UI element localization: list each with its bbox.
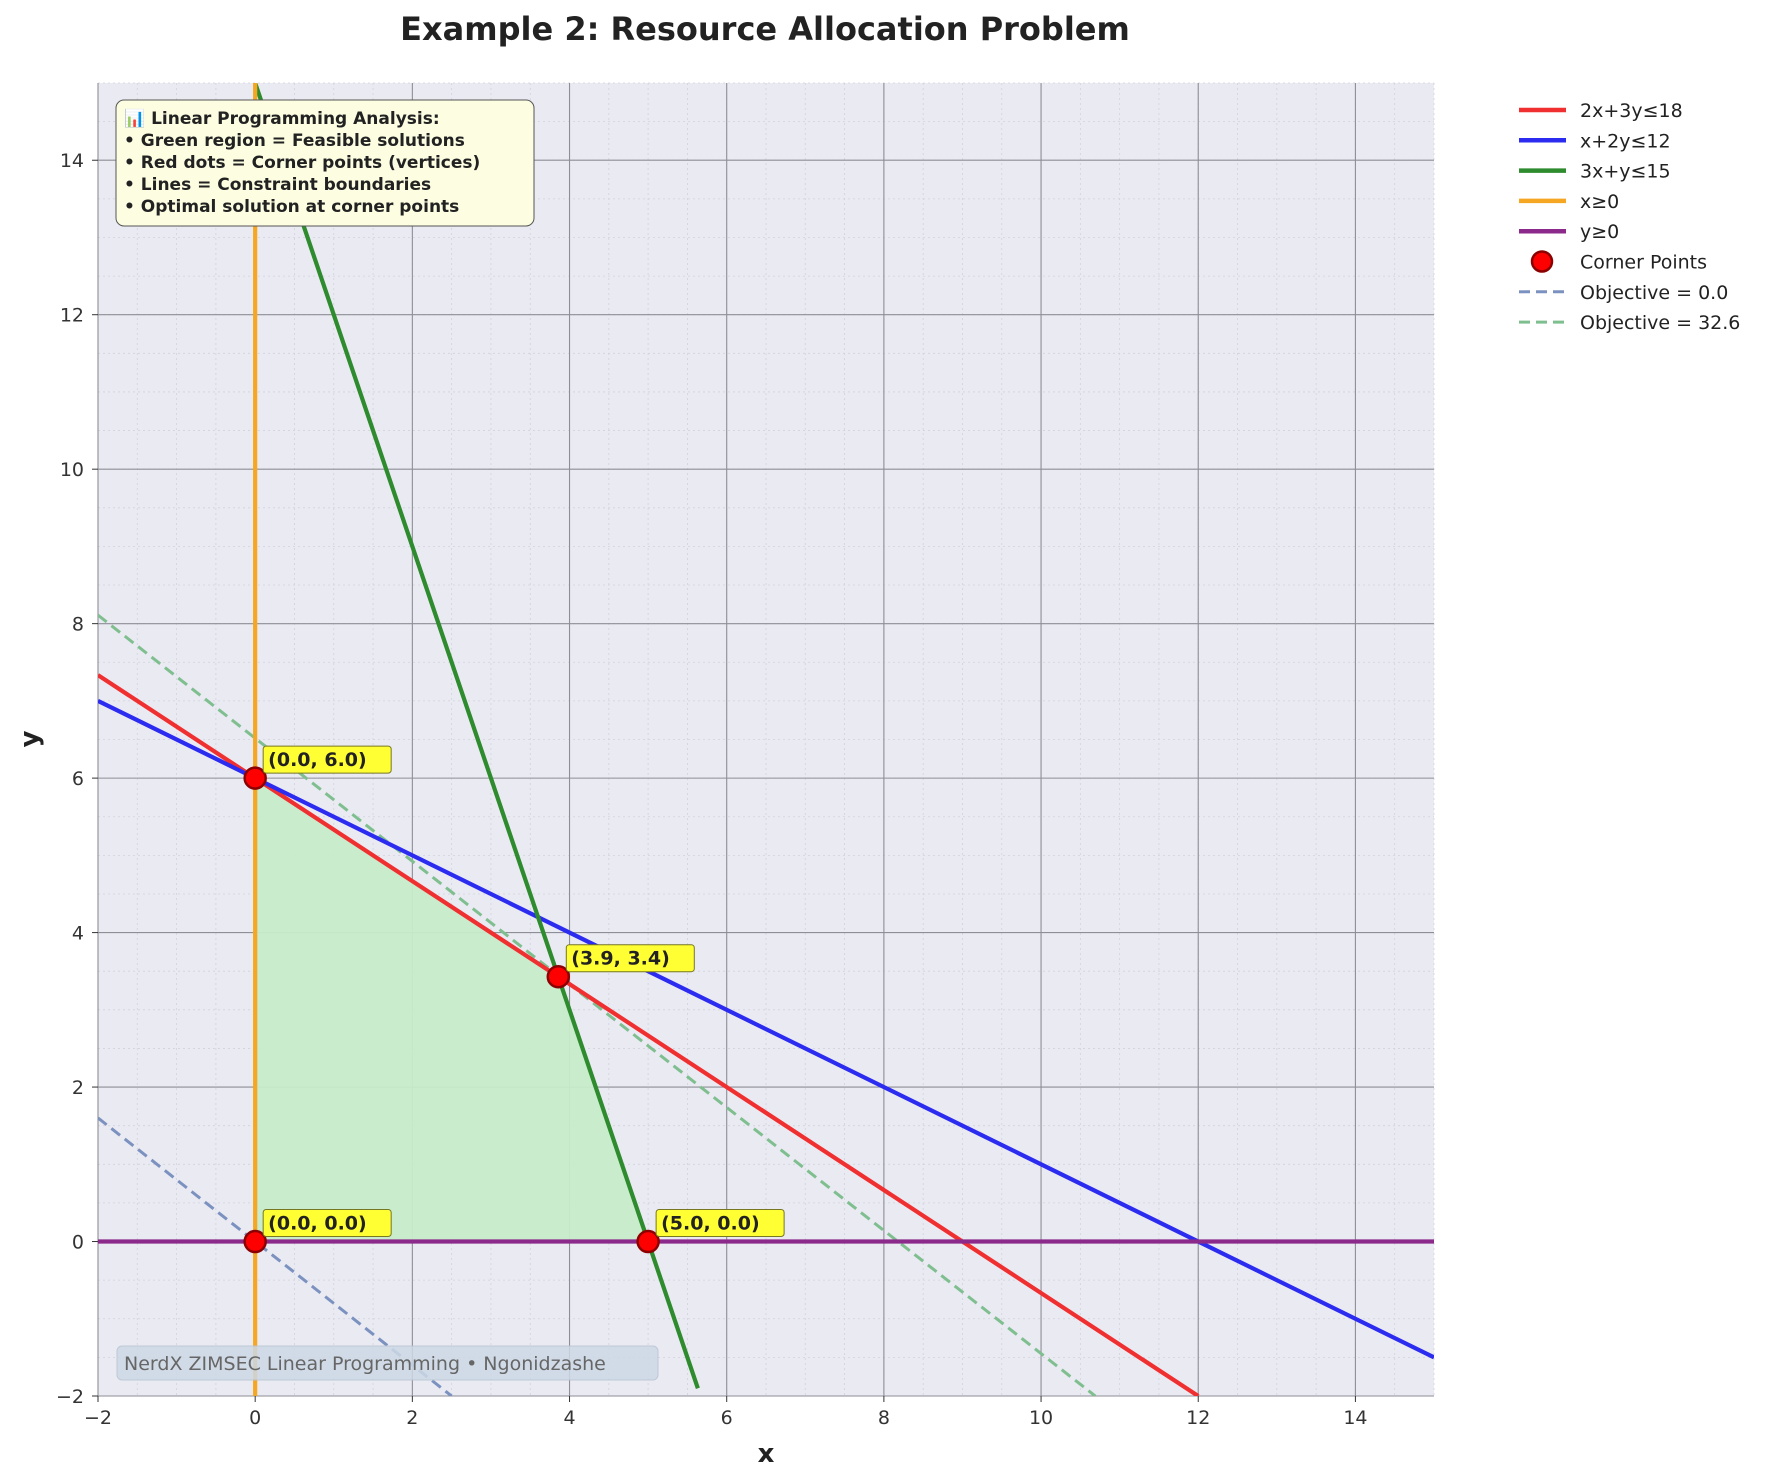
x-tick-label: 6: [721, 1407, 733, 1429]
watermark-box: [116, 1345, 659, 1381]
corner-label: (0.0, 0.0): [268, 1213, 367, 1235]
series-line-objective-32-6: [98, 613, 1097, 1396]
y-axis-label: y: [15, 730, 45, 747]
y-tick-label: 4: [72, 923, 84, 945]
info-line-3: • Red dots = Corner points (vertices): [124, 153, 480, 173]
chart-title: Example 2: Resource Allocation Problem: [400, 10, 1130, 48]
feasible-region-layer: [255, 778, 649, 1242]
corner-label: (5.0, 0.0): [661, 1213, 760, 1235]
legend-label: y≥0: [1580, 221, 1619, 243]
corner-label: (3.9, 3.4): [571, 948, 670, 970]
legend-label: 3x+y≤15: [1580, 161, 1671, 183]
y-tick-label: 2: [72, 1077, 84, 1099]
corner-label-box: [565, 944, 695, 973]
info-line-1: 📊 Linear Programming Analysis:: [124, 108, 440, 129]
y-tick-label: 14: [60, 150, 84, 172]
x-tick-label: −2: [84, 1407, 112, 1429]
x-tick-label: 14: [1343, 1407, 1367, 1429]
legend-label: x+2y≤12: [1580, 130, 1671, 152]
y-tick-label: 6: [72, 768, 84, 790]
info-line-2: • Green region = Feasible solutions: [124, 131, 465, 151]
series-line-3x-y-15: [253, 83, 700, 1389]
x-tick-label: 0: [249, 1407, 261, 1429]
series-line-2x-3y-18: [98, 673, 1200, 1396]
y-tick-label: 12: [60, 305, 84, 327]
y-tick-label: 0: [72, 1232, 84, 1254]
legend-swatch: [1530, 250, 1554, 273]
feasible-region: [255, 778, 649, 1242]
legend-label: Corner Points: [1580, 252, 1707, 274]
corner-label-box: [262, 745, 392, 774]
legend-label: Objective = 32.6: [1580, 312, 1740, 334]
y-tick-label: 10: [60, 459, 84, 481]
corner-point: [636, 1229, 660, 1254]
corner-label-box: [655, 1209, 785, 1238]
y-tick-label: −2: [56, 1386, 84, 1408]
corner-points-layer: (0.0, 6.0) (3.9, 3.4) (0.0, 0.0) (5.0, 0.0): [243, 745, 785, 1254]
legend: 2x+3y≤18 x+2y≤12 3x+y≤15 x≥0 y≥0 Corner Point…: [1519, 100, 1740, 334]
series-layer: [98, 83, 1434, 1396]
legend-label: 2x+3y≤18: [1580, 100, 1683, 122]
info-line-4: • Lines = Constraint boundaries: [124, 175, 431, 195]
x-tick-label: 12: [1186, 1407, 1210, 1429]
x-axis-label: x: [758, 1439, 775, 1469]
ticks-layer: −2 0 2 4 6 8 10 12 14 −2 0 2 4 6 8 10 12 14: [56, 150, 1368, 1429]
corner-point: [243, 766, 267, 790]
y-tick-label: 8: [72, 614, 84, 636]
legend-label: Objective = 0.0: [1580, 282, 1728, 304]
watermark-text: NerdX ZIMSEC Linear Programming • Ngonid…: [124, 1353, 606, 1375]
x-tick-label: 10: [1029, 1407, 1053, 1429]
x-tick-label: 2: [406, 1407, 418, 1429]
info-box-frame: [115, 99, 535, 227]
x-tick-label: 4: [563, 1407, 575, 1429]
legend-label: x≥0: [1580, 191, 1619, 213]
series-line-x-2y-12: [98, 698, 1434, 1360]
corner-label: (0.0, 6.0): [268, 749, 367, 771]
corner-point: [243, 1229, 267, 1254]
x-tick-label: 8: [878, 1407, 890, 1429]
info-box: 📊 Linear Programming Analysis: • Green r…: [115, 99, 535, 227]
info-line-5: • Optimal solution at corner points: [124, 197, 459, 217]
corner-label-box: [262, 1209, 392, 1238]
watermark: NerdX ZIMSEC Linear Programming • Ngonid…: [116, 1345, 659, 1381]
corner-point: [546, 964, 571, 989]
